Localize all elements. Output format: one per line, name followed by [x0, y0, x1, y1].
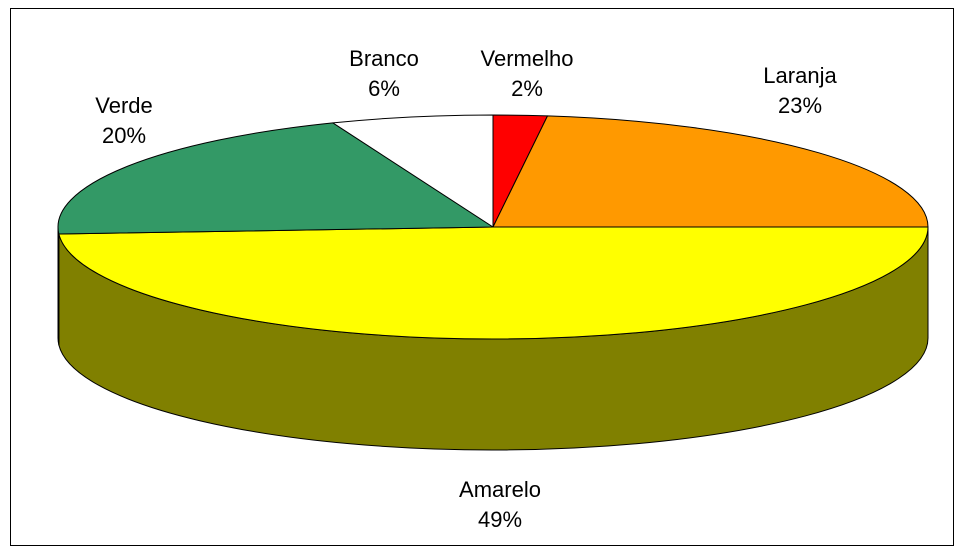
slice-value-label: 49%: [478, 507, 522, 532]
pie-labels: Vermelho 2% Laranja 23% Amarelo 49% Verde 20% Br…: [95, 46, 837, 532]
slice-label: Branco: [349, 46, 419, 71]
slice-label: Laranja: [763, 63, 837, 88]
slice-value-label: 20%: [102, 123, 146, 148]
pie-slice: [332, 114, 494, 228]
pie-slice: [58, 226, 929, 340]
pie-slice: [57, 122, 494, 235]
pie-slice: [492, 115, 929, 228]
slice-label: Vermelho: [481, 46, 574, 71]
slice-value-label: 6%: [368, 76, 400, 101]
slice-label: Verde: [95, 93, 153, 118]
slice-value-label: 2%: [511, 76, 543, 101]
slice-label: Amarelo: [459, 477, 541, 502]
pie-tops: [57, 114, 929, 340]
pie-side: [57, 226, 60, 346]
slice-value-label: 23%: [778, 93, 822, 118]
